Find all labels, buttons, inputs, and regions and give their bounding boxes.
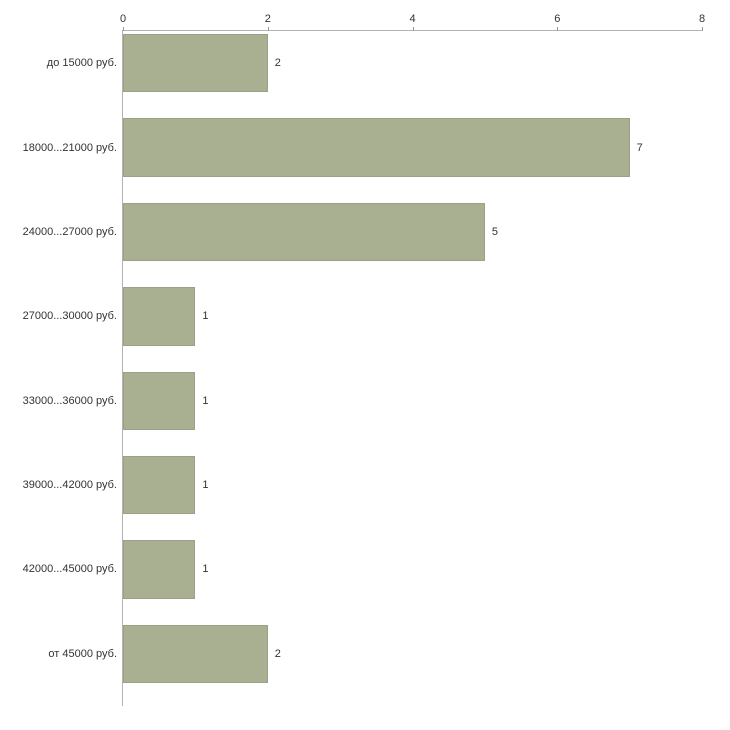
bar [123, 540, 196, 599]
x-axis-tick-label: 0 [119, 13, 127, 25]
bar [123, 34, 268, 93]
bar-value-label: 1 [202, 479, 209, 492]
bar-value-label: 2 [274, 647, 281, 660]
chart-row: 1 42000...45000 руб. [23, 537, 702, 621]
x-axis-tick-label: 2 [264, 13, 271, 25]
chart-row: 5 24000...27000 руб. [23, 200, 702, 284]
x-axis-tick-label: 4 [409, 13, 416, 25]
x-axis-tick-mark [123, 27, 124, 31]
bar [123, 371, 196, 430]
category-label: 39000...42000 руб. [22, 479, 117, 492]
bar-value-label: 1 [202, 394, 209, 407]
bar-value-label: 7 [636, 141, 643, 154]
bar [123, 118, 630, 177]
chart-row: 1 27000...30000 руб. [23, 284, 702, 368]
x-axis-tick-mark [267, 27, 269, 31]
x-axis-tick-mark [702, 27, 703, 31]
chart-row: 7 18000...21000 руб. [23, 115, 702, 199]
category-label: 24000...27000 руб. [22, 225, 117, 238]
bar-value-label: 5 [491, 225, 498, 238]
category-label: 42000...45000 руб. [22, 563, 117, 576]
bar [123, 624, 268, 683]
category-label: от 45000 руб. [48, 647, 117, 660]
category-label: до 15000 руб. [46, 57, 117, 70]
bar-value-label: 2 [274, 57, 281, 70]
chart-row: 2 от 45000 руб. [48, 622, 702, 706]
bar [123, 287, 196, 346]
x-axis-tick-label: 8 [698, 13, 706, 25]
chart-row: 1 33000...36000 руб. [23, 369, 702, 453]
x-axis-tick-mark [412, 27, 414, 31]
bar-value-label: 1 [202, 563, 209, 576]
bar [123, 455, 196, 515]
category-label: 18000...21000 руб. [22, 141, 117, 154]
category-label: 27000...30000 руб. [22, 310, 117, 323]
bar [123, 202, 485, 262]
bar-value-label: 1 [202, 310, 209, 323]
x-axis-tick-label: 6 [554, 13, 561, 25]
x-axis-tick-mark [557, 27, 559, 31]
chart-row: 1 39000...42000 руб. [23, 453, 702, 537]
plot-area: 0 2 4 6 8 2 до 15000 руб. 7 18000...21000 руб. 5 2… [23, 13, 705, 706]
category-label: 33000...36000 руб. [22, 394, 117, 407]
chart-row: 2 до 15000 руб. [47, 31, 702, 115]
